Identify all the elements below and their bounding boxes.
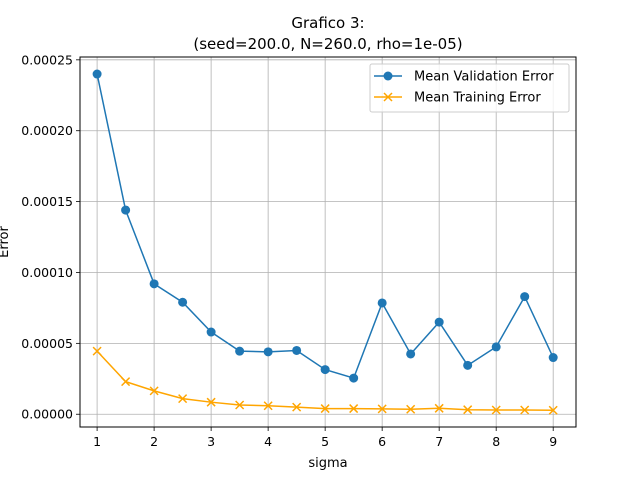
data-point-mean-training-error — [292, 402, 302, 412]
x-tick-label: 7 — [435, 434, 443, 449]
data-point-mean-validation-error — [178, 297, 188, 307]
data-point-mean-validation-error — [406, 349, 416, 359]
data-point-mean-training-error — [206, 397, 216, 407]
legend: Mean Validation Error Mean Training Erro… — [369, 63, 570, 113]
data-point-mean-validation-error — [121, 205, 131, 215]
data-point-mean-training-error — [548, 405, 558, 415]
data-point-mean-validation-error — [377, 298, 387, 308]
data-point-mean-validation-error — [349, 373, 359, 383]
x-tick-label: 3 — [207, 434, 215, 449]
data-point-mean-training-error — [463, 405, 473, 415]
data-point-mean-training-error — [349, 404, 359, 414]
data-point-mean-validation-error — [206, 327, 216, 337]
y-tick-label: 0.00010 — [21, 265, 73, 280]
data-point-mean-training-error — [121, 377, 131, 387]
data-point-mean-training-error — [434, 403, 444, 413]
data-point-mean-validation-error — [235, 346, 245, 356]
x-tick-label: 9 — [549, 434, 557, 449]
data-point-mean-training-error — [520, 405, 530, 415]
data-point-mean-validation-error — [320, 365, 330, 375]
data-point-mean-training-error — [92, 346, 102, 356]
data-point-mean-validation-error — [434, 317, 444, 327]
legend-marker-training — [383, 92, 393, 102]
y-tick-label: 0.00025 — [21, 52, 73, 67]
data-point-mean-validation-error — [548, 353, 558, 363]
x-axis-label: sigma — [308, 456, 347, 471]
x-tick-label: 2 — [150, 434, 158, 449]
data-point-mean-validation-error — [292, 345, 302, 355]
y-axis-label: Error — [0, 226, 12, 258]
x-tick-label: 1 — [93, 434, 101, 449]
data-point-mean-validation-error — [491, 342, 501, 352]
series-layer — [92, 69, 558, 415]
grid-lines — [80, 57, 576, 427]
data-point-mean-training-error — [377, 404, 387, 414]
x-tick-label: 5 — [321, 434, 329, 449]
legend-label-validation: Mean Validation Error — [414, 70, 554, 85]
chart-subtitle: (seed=200.0, N=260.0, rho=1e-05) — [193, 35, 462, 53]
plot-frame — [79, 56, 577, 428]
data-point-mean-training-error — [235, 400, 245, 410]
y-tick-label: 0.00000 — [21, 407, 73, 422]
data-point-mean-training-error — [178, 394, 188, 404]
data-point-mean-training-error — [491, 405, 501, 415]
x-tick-label: 8 — [492, 434, 500, 449]
x-tick-label: 4 — [264, 434, 272, 449]
data-point-mean-training-error — [149, 386, 159, 396]
data-point-mean-training-error — [263, 401, 273, 411]
data-point-mean-validation-error — [520, 292, 530, 302]
legend-box — [369, 63, 570, 113]
data-point-mean-validation-error — [92, 69, 102, 79]
data-point-mean-training-error — [406, 404, 416, 414]
y-tick-label: 0.00005 — [21, 336, 73, 351]
legend-label-training: Mean Training Error — [414, 91, 541, 106]
y-tick-label: 0.00020 — [21, 123, 73, 138]
data-point-mean-validation-error — [463, 360, 473, 370]
x-axis: 1 2 3 4 5 6 7 8 9 — [93, 427, 557, 449]
data-point-mean-validation-error — [149, 279, 159, 289]
data-point-mean-training-error — [320, 404, 330, 414]
chart-title: Grafico 3: — [291, 14, 364, 32]
legend-marker-validation — [383, 71, 393, 81]
data-point-mean-validation-error — [263, 347, 273, 357]
y-axis: 0.00000 0.00005 0.00010 0.00015 0.00020 0.000… — [21, 52, 80, 422]
y-tick-label: 0.00015 — [21, 194, 73, 209]
x-tick-label: 6 — [378, 434, 386, 449]
